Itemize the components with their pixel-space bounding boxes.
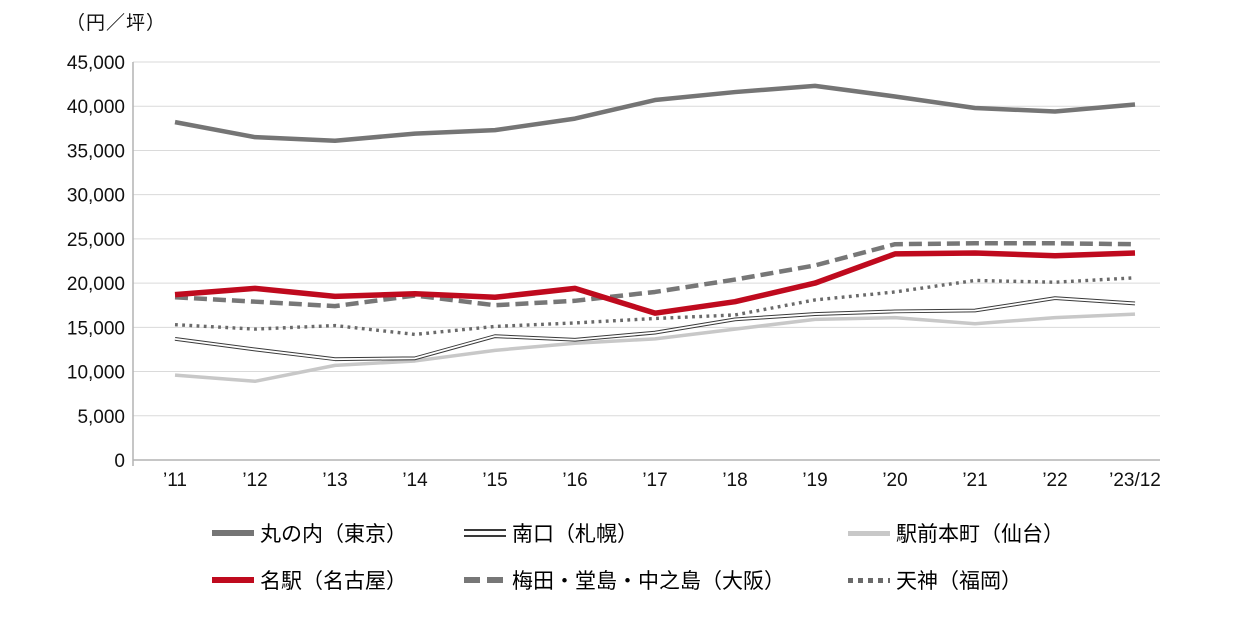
x-tick-label: ’13 [322,470,347,491]
line-chart: 0 5,000 10,000 15,000 20,000 25,000 30,000 35,0… [67,53,1161,491]
y-tick-label: 40,000 [67,97,125,118]
legend-item-nagoya: 名駅（名古屋） [212,561,464,599]
x-tick-label: ’19 [802,470,827,491]
y-tick-label: 10,000 [67,363,125,384]
series-line-osaka [174,241,1136,309]
series-line-sapporo-inner [174,297,1136,361]
series-line-fukuoka [174,276,1136,337]
legend-item-sendai: 駅前本町（仙台） [848,514,1178,552]
legend-label-tokyo: 丸の内（東京） [260,523,407,546]
series-line-tokyo [174,83,1136,143]
legend-item-tokyo: 丸の内（東京） [212,514,464,552]
legend-label-fukuoka: 天神（福岡） [896,570,1022,593]
x-tick-label: ’23/12 [1109,470,1161,491]
legend-item-sapporo: 南口（札幌） [464,514,848,552]
y-axis-unit-label: （円／坪） [66,13,167,34]
legend-solid-thick-line-icon [212,577,254,583]
y-tick-label: 25,000 [67,230,125,251]
chart-legend: 丸の内（東京） 南口（札幌） 駅前本町（仙台） 名駅（名古屋） 梅田・堂島・中之島（大阪… [212,514,1178,599]
y-tick-label: 20,000 [67,274,125,295]
series-line-nagoya [174,250,1136,316]
legend-solid-line-icon [848,530,890,536]
x-tick-label: ’12 [242,470,267,491]
x-tick-label: ’22 [1042,470,1067,491]
x-tick-label: ’16 [562,470,587,491]
legend-dotted-line-icon [848,577,890,583]
legend-label-osaka: 梅田・堂島・中之島（大阪） [512,570,785,593]
x-tick-label: ’21 [962,470,987,491]
x-tick-label: ’14 [402,470,428,491]
x-tick-label: ’15 [482,470,507,491]
legend-solid-thick-line-icon [212,530,254,536]
x-tick-label: ’18 [722,470,747,491]
legend-item-fukuoka: 天神（福岡） [848,561,1178,599]
legend-dashed-line-icon [464,577,506,583]
x-tick-label: ’20 [882,470,907,491]
series-line-sendai [174,312,1136,384]
x-tick-label: ’17 [642,470,667,491]
legend-label-sendai: 駅前本町（仙台） [896,523,1064,546]
y-tick-label: 30,000 [67,186,125,207]
x-tick-label: ’11 [163,470,187,491]
legend-double-line-icon [464,529,506,537]
y-tick-label: 5,000 [77,407,125,428]
legend-item-osaka: 梅田・堂島・中之島（大阪） [464,561,848,599]
y-tick-label: 45,000 [67,53,125,74]
y-tick-label: 15,000 [67,318,125,339]
legend-label-nagoya: 名駅（名古屋） [260,570,407,593]
legend-label-sapporo: 南口（札幌） [512,523,638,546]
y-tick-label: 35,000 [67,141,125,162]
y-tick-label: 0 [114,451,125,472]
